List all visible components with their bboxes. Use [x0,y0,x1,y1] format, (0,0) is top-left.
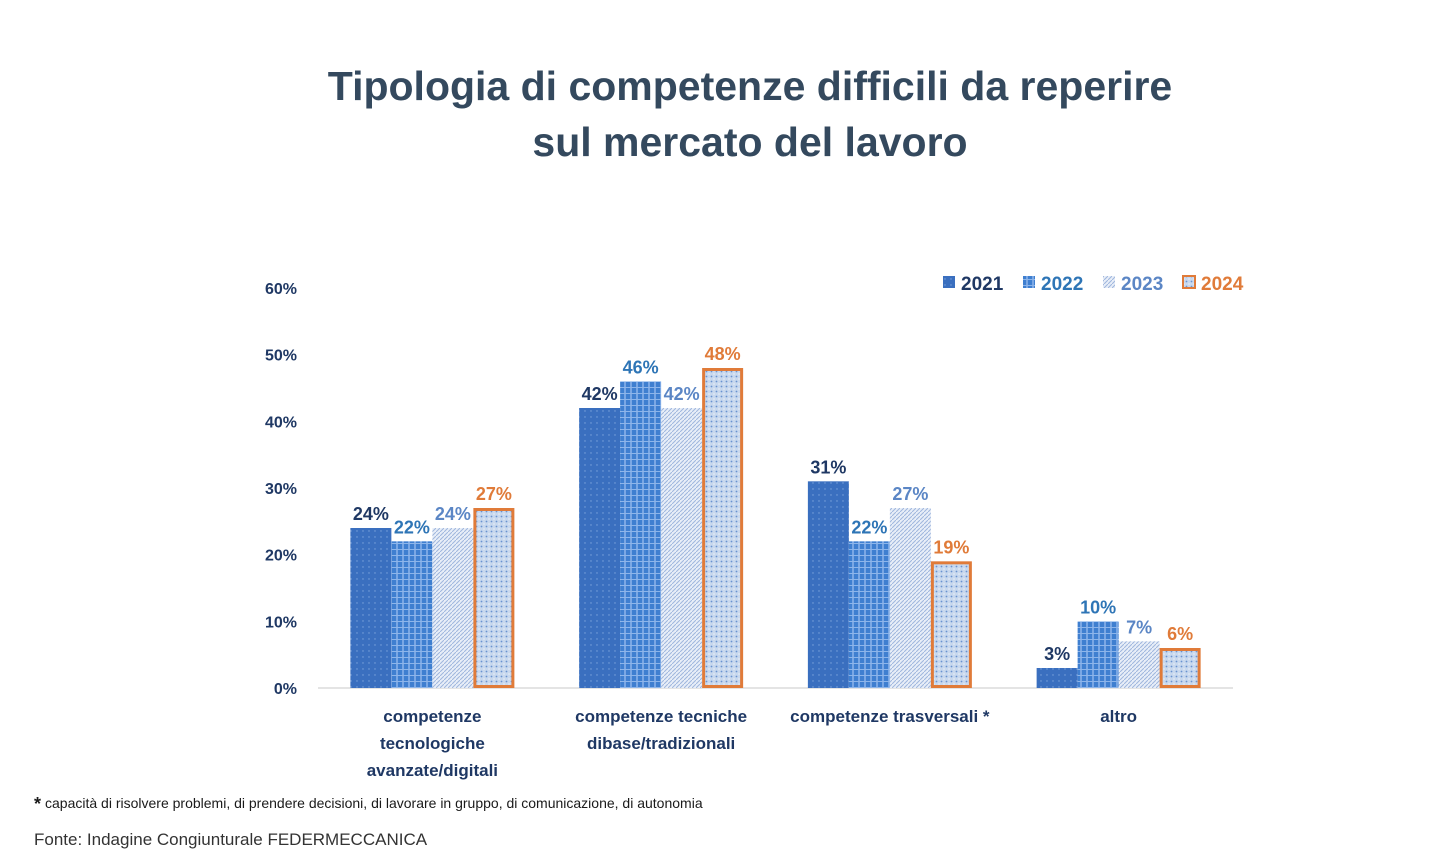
data-label-2023: 24% [435,504,471,524]
y-tick-label: 10% [265,614,297,631]
data-label-2024: 6% [1167,624,1193,644]
chart-title: Tipologia di competenze difficili da rep… [0,58,1430,170]
data-label-2022: 22% [851,517,887,537]
y-tick-label: 0% [274,681,297,698]
x-tick-label: competenze [383,707,481,726]
footnote-marker: * [34,794,42,814]
title-line-2: sul mercato del lavoro [532,119,968,165]
bar-2021 [1036,668,1078,688]
bar-2022 [1077,621,1119,688]
bar-2023 [432,528,474,688]
legend-swatch-2024 [1182,275,1196,289]
x-axis: competenze tecnologiche avanzate/digitali c… [367,707,1137,780]
legend-swatch-2021 [943,276,955,288]
bar-2023 [661,408,703,688]
bar-2021 [807,481,849,688]
bar-2021 [350,528,392,688]
bar-2024 [1159,648,1201,688]
legend-swatch-2022 [1023,276,1035,288]
data-label-2022: 46% [623,357,659,377]
bars-group [350,368,1201,688]
data-label-2021: 31% [810,457,846,477]
bar-2022 [620,381,662,688]
bar-2023 [889,508,931,688]
y-tick-label: 20% [265,548,297,565]
y-axis: 0% 10% 20% 30% 40% 50% 60% [265,281,1233,698]
legend-label-2022: 2022 [1041,274,1083,295]
legend: 2021 2022 2023 2024 [943,274,1244,295]
y-tick-label: 40% [265,414,297,431]
legend-label-2024: 2024 [1201,274,1244,295]
data-label-2021: 3% [1044,644,1070,664]
data-label-2023: 27% [892,484,928,504]
x-tick-label: competenze trasversali * [790,707,990,726]
legend-label-2021: 2021 [961,274,1004,295]
data-label-2021: 42% [582,384,618,404]
source-note: Fonte: Indagine Congiunturale FEDERMECCA… [34,830,428,849]
data-labels-group: 24%22%24%27%42%46%42%48%31%22%27%19%3%10… [353,344,1193,664]
x-tick-label: altro [1100,707,1137,726]
footnote: * capacità di risolvere problemi, di pren… [34,794,703,815]
data-label-2023: 42% [664,384,700,404]
data-label-2024: 19% [933,537,969,557]
legend-swatch-2023 [1103,276,1115,288]
x-tick-label: avanzate/digitali [367,761,498,780]
x-tick-label: dibase/tradizionali [587,734,735,753]
title-line-1: Tipologia di competenze difficili da rep… [327,63,1173,109]
legend-label-2023: 2023 [1121,274,1163,295]
bar-2021 [579,408,621,688]
bar-2022 [391,541,433,688]
data-label-2021: 24% [353,504,389,524]
x-tick-label: competenze tecniche [575,707,747,726]
data-label-2024: 27% [476,484,512,504]
bar-2024 [930,561,972,688]
y-tick-label: 30% [265,481,297,498]
bar-2022 [848,541,890,688]
bar-2024 [473,508,515,688]
bar-2023 [1118,641,1160,688]
data-label-2024: 48% [705,344,741,364]
footnote-text: capacità di risolvere problemi, di prend… [45,795,703,811]
data-label-2022: 22% [394,517,430,537]
data-label-2022: 10% [1080,597,1116,617]
data-label-2023: 7% [1126,617,1152,637]
x-tick-label: tecnologiche [380,734,485,753]
bar-2024 [702,368,744,688]
y-tick-label: 50% [265,348,297,365]
y-tick-label: 60% [265,281,297,298]
